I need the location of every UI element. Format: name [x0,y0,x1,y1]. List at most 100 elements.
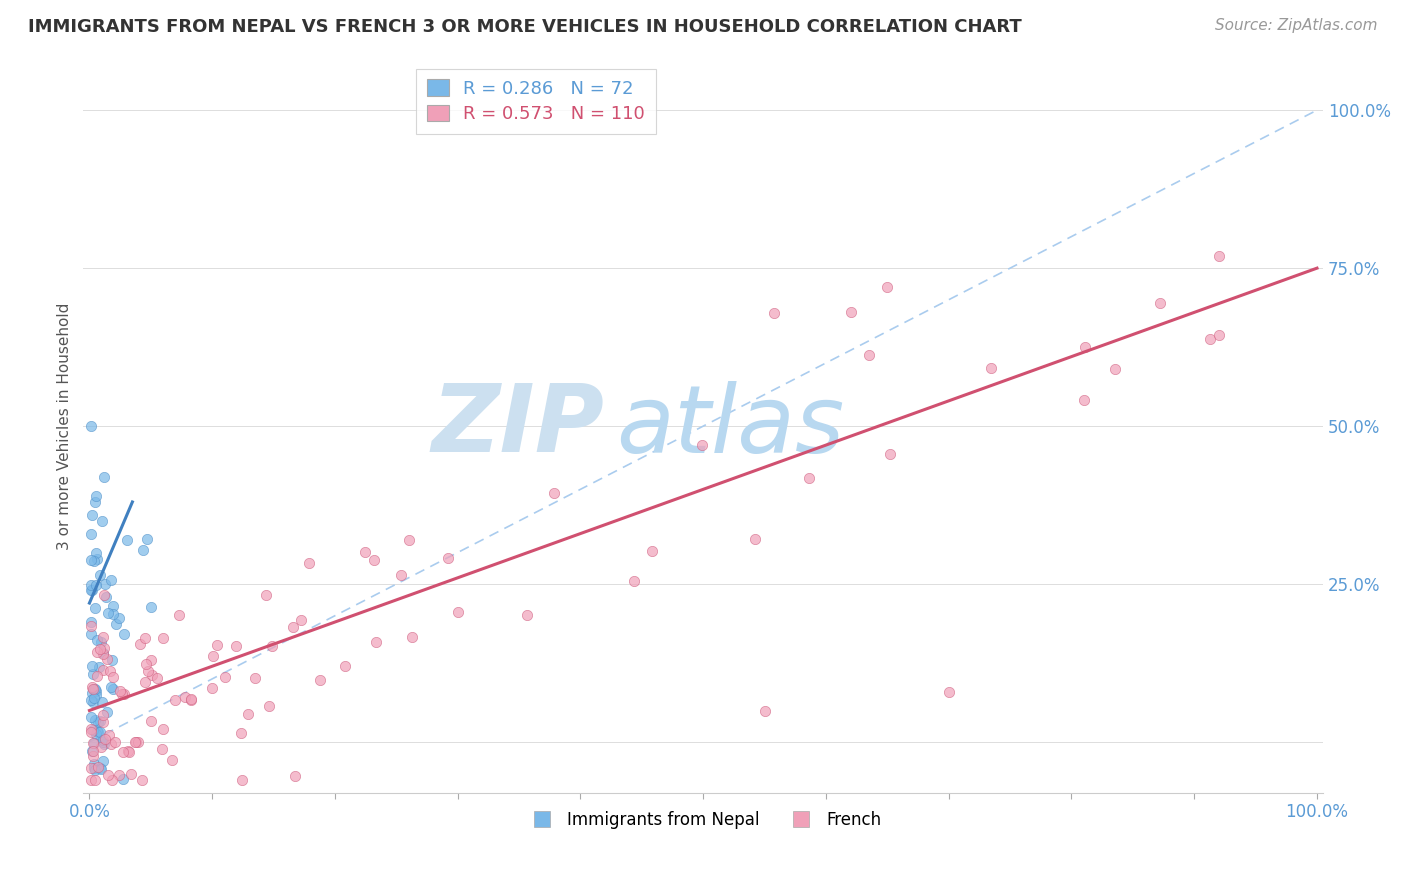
Point [174,690,197,705]
Point [94,590,117,604]
Point [84,600,107,615]
Point [91,663,114,677]
Point [89,660,111,674]
Point [82,749,104,764]
Point [83,736,105,750]
Point [117,744,139,758]
Point [101,772,124,787]
Point [101,607,124,621]
Point [80,710,103,724]
Point [82,667,104,681]
Point [84,578,107,592]
Point [257,698,280,713]
Point [858,348,880,362]
Point [135,657,157,672]
Point [93,641,115,656]
Point [86,644,108,658]
Point [97,767,120,781]
Point [89,568,111,582]
Point [180,693,202,707]
Text: atlas: atlas [616,381,845,472]
Point [1149,295,1171,310]
Point [100,737,122,751]
Point [136,664,159,678]
Point [97,607,120,621]
Point [82,681,104,696]
Point [231,772,253,787]
Point [139,714,162,728]
Point [163,692,186,706]
Point [398,533,420,548]
Point [93,469,115,483]
Point [446,605,468,619]
Point [80,772,103,787]
Point [134,631,156,645]
Point [283,620,305,634]
Point [82,681,104,695]
Point [160,753,183,767]
Point [91,708,114,723]
Point [112,627,135,641]
Point [980,361,1002,376]
Point [124,735,146,749]
Point [112,687,135,701]
Point [93,737,115,751]
Point [101,670,124,684]
Point [100,680,122,694]
Point [82,735,104,749]
Point [128,637,150,651]
Point [101,653,124,667]
Point [150,741,173,756]
Point [94,732,117,747]
Point [80,658,103,673]
Point [82,723,104,738]
Point [90,763,112,777]
Point [91,755,114,769]
Point [79,693,101,707]
Point [744,532,766,546]
Point [543,486,565,500]
Point [389,568,412,582]
Point [104,735,127,749]
Point [363,553,385,567]
Point [516,607,538,622]
Point [84,727,107,741]
Point [84,688,107,702]
Point [84,681,107,696]
Text: IMMIGRANTS FROM NEPAL VS FRENCH 3 OR MORE VEHICLES IN HOUSEHOLD CORRELATION CHAR: IMMIGRANTS FROM NEPAL VS FRENCH 3 OR MOR… [28,18,1022,36]
Point [80,686,103,700]
Point [96,651,118,665]
Point [84,683,107,698]
Point [89,641,111,656]
Point [754,704,776,718]
Point [89,714,111,728]
Point [89,725,111,739]
Point [110,687,132,701]
Point [84,545,107,559]
Point [79,419,101,434]
Point [82,508,104,522]
Point [93,588,115,602]
Point [135,533,157,547]
Point [82,695,104,709]
Point [797,471,820,485]
Point [254,588,277,602]
Point [1074,340,1097,354]
Point [124,735,146,749]
Point [207,638,229,652]
Point [83,772,105,787]
Text: ZIP: ZIP [432,380,605,472]
Point [83,714,105,728]
Point [79,526,101,541]
Point [84,764,107,778]
Legend: Immigrants from Nepal, French: Immigrants from Nepal, French [519,805,887,836]
Point [839,305,862,319]
Point [225,639,247,653]
Point [640,544,662,558]
Point [231,726,253,740]
Point [1104,361,1126,376]
Point [104,617,127,632]
Point [139,599,162,614]
Point [111,745,134,759]
Point [108,768,131,782]
